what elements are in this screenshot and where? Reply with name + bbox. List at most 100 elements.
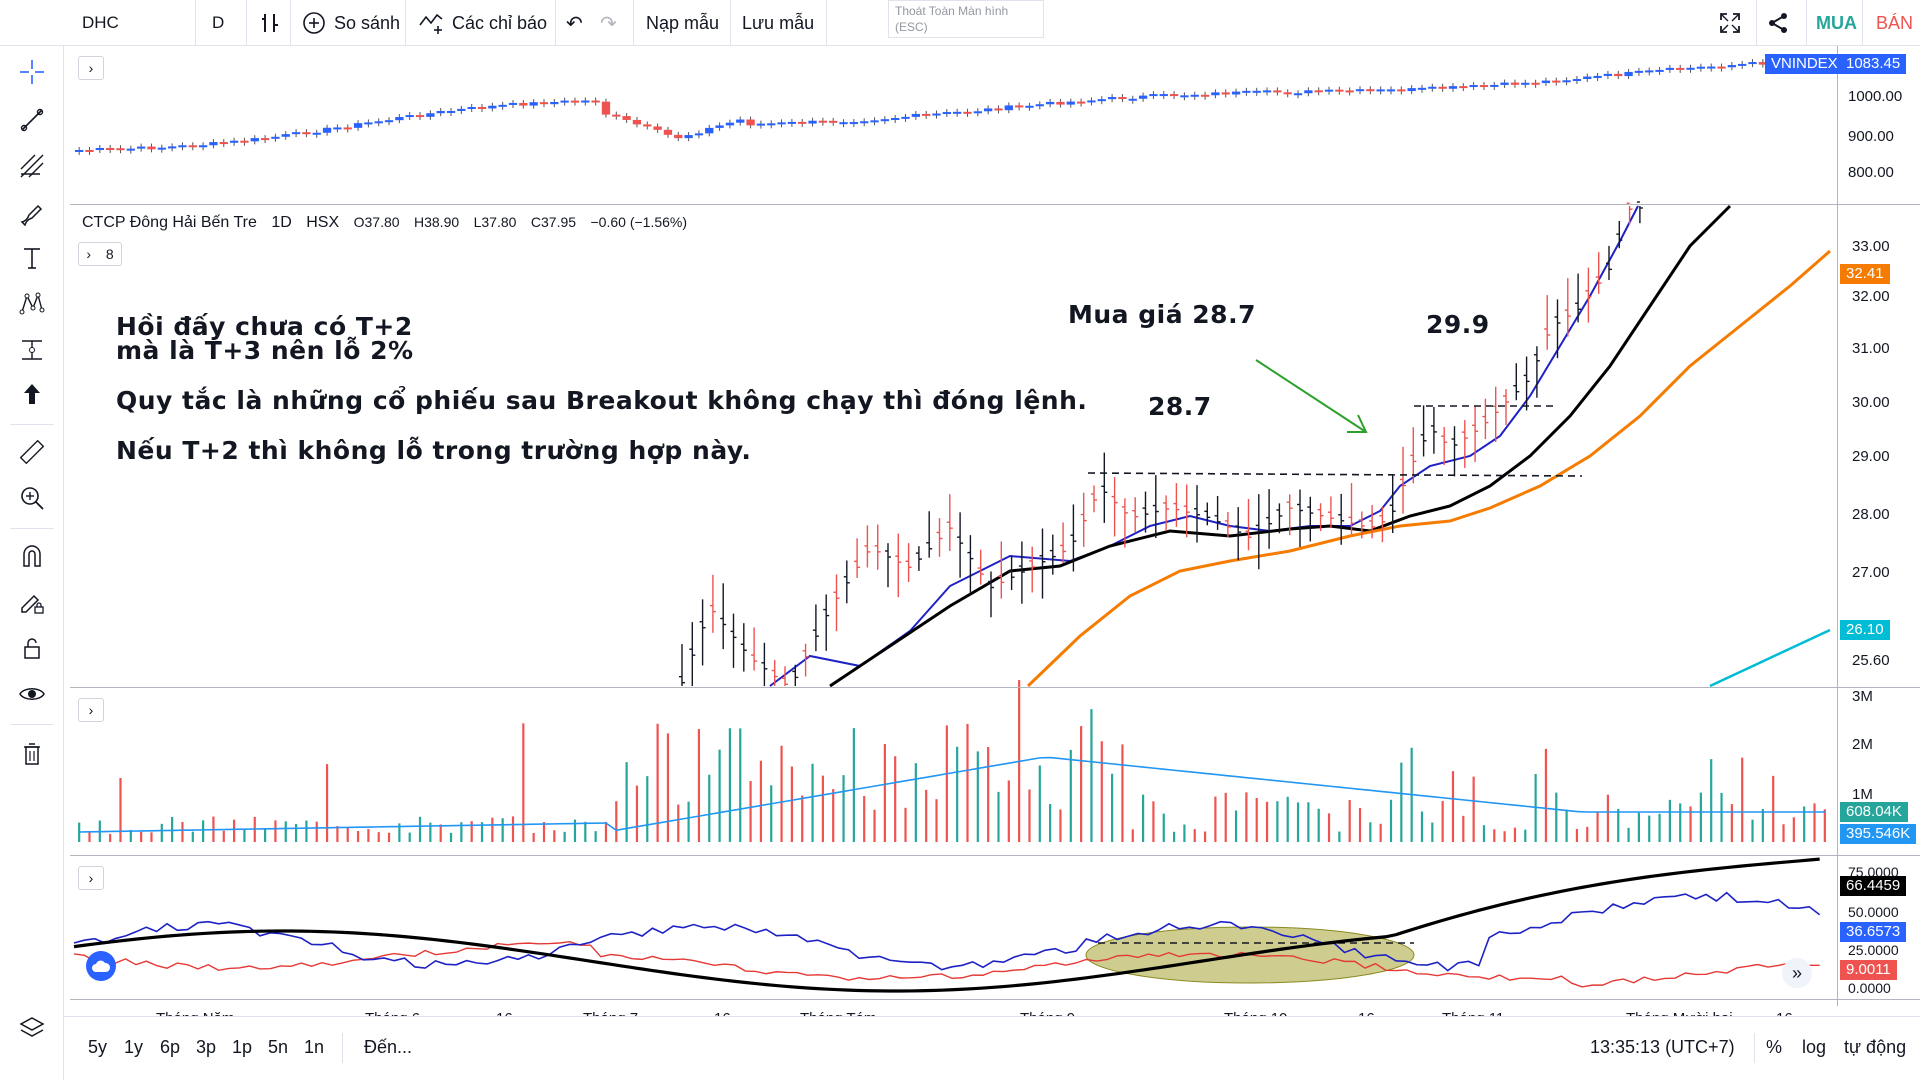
index-candle-body [384, 120, 394, 123]
magnet-tool[interactable] [14, 538, 50, 574]
pattern-tool[interactable] [14, 286, 50, 322]
fullscreen-button[interactable] [1718, 0, 1742, 46]
note-line-4[interactable]: Nếu T+2 thì không lỗ trong trường hợp nà… [116, 436, 752, 465]
double-chevron-right-icon: » [1791, 962, 1802, 983]
index-candle-body [684, 135, 693, 139]
top-toolbar: DHC D So sánh Các chỉ báo ↶ ↷ Nạp mẫu Lư… [0, 0, 1920, 46]
buy-button[interactable]: MUA [1816, 0, 1857, 46]
range-1p[interactable]: 1p [232, 1037, 253, 1057]
index-candle-body [1149, 94, 1158, 97]
index-candle-body [1324, 89, 1334, 92]
adx-line [73, 857, 1820, 993]
indicators-button[interactable]: Các chỉ báo [418, 0, 547, 46]
sell-button[interactable]: BÁN [1876, 0, 1913, 46]
range-5y[interactable]: 5y [88, 1037, 108, 1057]
range-6p[interactable]: 6p [160, 1037, 181, 1057]
save-template-button[interactable]: Lưu mẫu [742, 0, 814, 46]
support-line-28-7[interactable] [1087, 472, 1583, 477]
object-tree-tool[interactable] [14, 1010, 50, 1046]
scroll-to-realtime-button[interactable]: » [1782, 958, 1812, 988]
pane-separator[interactable] [70, 204, 1920, 205]
divider [826, 0, 827, 46]
volume-pane-toggle[interactable]: › [78, 698, 104, 722]
redo-button[interactable]: ↷ [600, 0, 617, 46]
share-button[interactable] [1766, 0, 1790, 46]
price-tick: 33.00 [1852, 238, 1890, 255]
interval-button[interactable]: D [212, 0, 224, 46]
trash-icon [24, 743, 40, 765]
prediction-tool[interactable] [14, 332, 50, 368]
index-candle-body [1438, 86, 1447, 89]
percent-scale-toggle[interactable]: % [1766, 1037, 1783, 1057]
trend-line-tool[interactable] [14, 102, 50, 138]
index-candle-body [1076, 101, 1086, 104]
note-line-2[interactable]: mà là T+3 nên lỗ 2% [116, 336, 414, 365]
pane-separator[interactable] [70, 687, 1920, 688]
lock-all-tool[interactable] [14, 630, 50, 666]
note-level-29-9[interactable]: 29.9 [1426, 310, 1490, 339]
compare-button[interactable]: So sánh [302, 0, 400, 46]
index-candle-body [405, 115, 414, 118]
index-candle-body [891, 118, 900, 121]
indicators-toggle[interactable]: › 8 [78, 242, 122, 266]
cloud-sync-button[interactable] [86, 951, 116, 981]
crosshair-tool[interactable] [14, 54, 50, 90]
text-tool[interactable] [14, 240, 50, 276]
load-template-button[interactable]: Nạp mẫu [646, 0, 719, 46]
index-candle-body [353, 123, 363, 128]
icon-tool[interactable] [14, 376, 50, 412]
undo-button[interactable]: ↶ [566, 0, 583, 46]
symbol-search-button[interactable]: DHC [82, 0, 119, 46]
clock[interactable]: 13:35:13 (UTC+7) [1590, 1037, 1735, 1057]
ma-fast-line [769, 205, 1639, 687]
index-candle-body [942, 112, 951, 115]
note-line-3[interactable]: Quy tắc là những cổ phiếu sau Breakout k… [116, 386, 1088, 415]
divider [633, 0, 634, 46]
chart-canvas[interactable] [70, 46, 1920, 1016]
goto-date-button[interactable]: Đến... [364, 1037, 413, 1057]
range-5n[interactable]: 5n [268, 1037, 289, 1057]
index-candle-body [581, 100, 590, 103]
volume-tick: 1M [1852, 786, 1873, 803]
index-tick: 900.00 [1848, 128, 1894, 145]
index-candle-body [364, 122, 373, 125]
chart-style-button[interactable] [258, 0, 282, 46]
index-candle-body [1200, 94, 1210, 97]
fib-tool[interactable] [14, 148, 50, 184]
index-candle-body [870, 120, 879, 123]
range-1y[interactable]: 1y [124, 1037, 144, 1057]
crosshair-icon [20, 60, 44, 84]
auto-scale-toggle[interactable]: tự động [1844, 1037, 1907, 1057]
index-candle-body [973, 111, 982, 114]
index-candle-body [1045, 101, 1055, 105]
note-level-28-7[interactable]: 28.7 [1148, 392, 1212, 421]
green-arrow[interactable] [1255, 359, 1367, 433]
index-candle-body [818, 120, 828, 123]
remove-drawings-tool[interactable] [14, 736, 50, 772]
brush-tool[interactable] [14, 194, 50, 230]
range-1n[interactable]: 1n [304, 1037, 325, 1057]
index-candles [75, 57, 1829, 155]
zoom-tool[interactable] [14, 480, 50, 516]
exit-fullscreen-tooltip[interactable]: Thoát Toàn Màn hình (ESC) [888, 0, 1044, 38]
pencil-lock-icon [21, 594, 44, 614]
index-candle-body [188, 145, 197, 148]
index-candle-body [116, 148, 125, 151]
hide-drawings-tool[interactable] [14, 676, 50, 712]
index-candle-body [1397, 89, 1406, 92]
note-line-1[interactable]: Hồi đấy chưa có T+2 [116, 312, 413, 341]
range-3p[interactable]: 3p [196, 1037, 217, 1057]
chart-area[interactable]: › › 8 › › » CTCP Đông Hải Bến Tre 1D HSX … [70, 46, 1920, 1027]
index-pane-toggle[interactable]: › [78, 56, 104, 80]
index-candle-body [1593, 75, 1602, 78]
index-symbol-tag: VNINDEX [1765, 54, 1844, 74]
dmi-pane-toggle[interactable]: › [78, 866, 104, 890]
pane-separator [70, 999, 1920, 1000]
note-buy-price[interactable]: Mua giá 28.7 [1068, 300, 1256, 329]
pane-separator[interactable] [70, 855, 1920, 856]
lock-drawing-tool[interactable] [14, 584, 50, 620]
index-candle-body [1107, 97, 1117, 100]
index-candle-body [198, 145, 208, 148]
log-scale-toggle[interactable]: log [1802, 1037, 1827, 1057]
ruler-tool[interactable] [14, 434, 50, 470]
